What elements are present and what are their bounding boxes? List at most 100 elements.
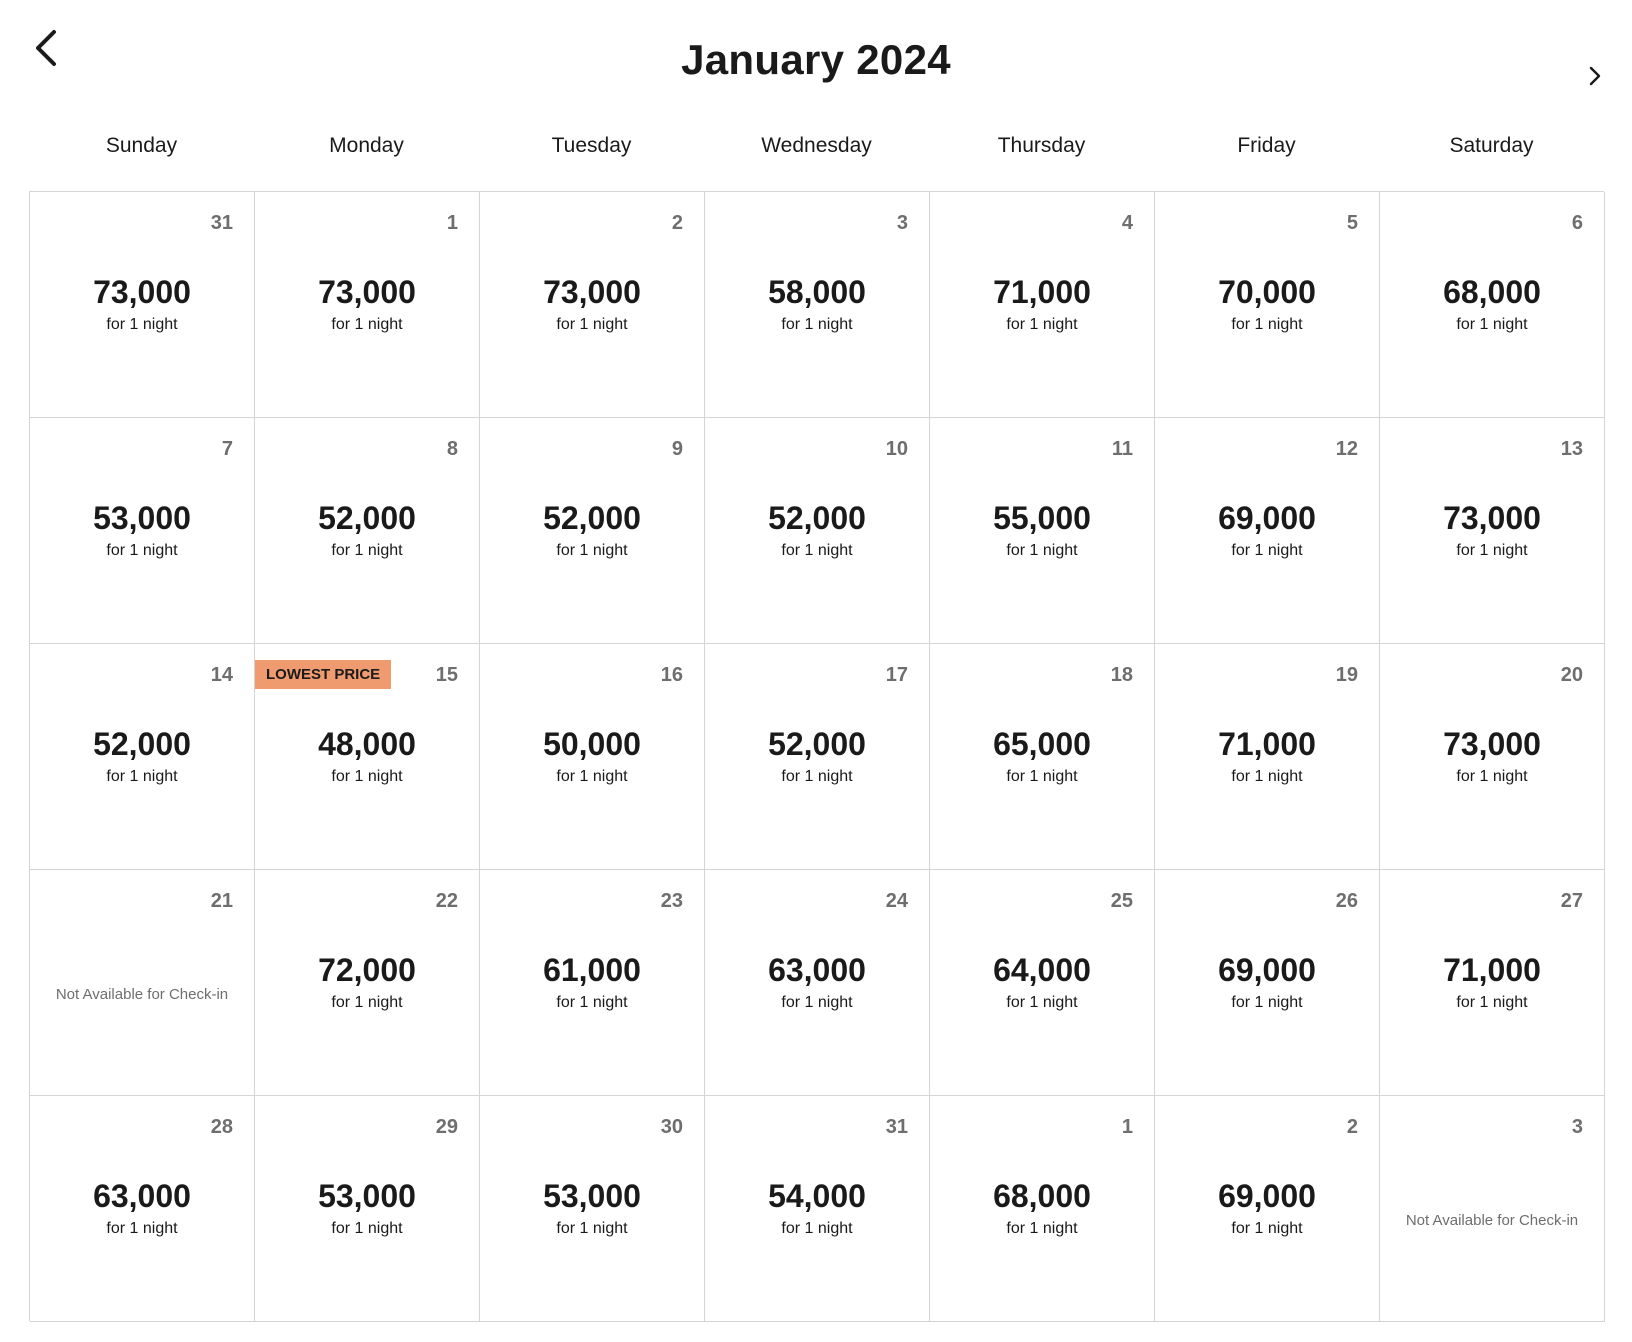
day-price: 69,000 (1218, 500, 1316, 536)
day-number: 15 (435, 664, 458, 686)
calendar-day-cell[interactable]: 16 50,000 for 1 night (480, 644, 705, 870)
night-count-label: for 1 night (1456, 316, 1528, 333)
day-price: 53,000 (543, 1178, 641, 1214)
calendar-day-cell[interactable]: 3 Not Available for Check-in (1380, 1096, 1605, 1322)
weekday-header: Sunday Monday Tuesday Wednesday Thursday… (29, 134, 1604, 158)
prev-month-button[interactable] (30, 28, 70, 72)
day-price: 64,000 (993, 952, 1091, 988)
night-count-label: for 1 night (781, 768, 853, 785)
calendar-day-cell[interactable]: 21 Not Available for Check-in (30, 870, 255, 1096)
day-number: 16 (660, 664, 683, 686)
day-number: 23 (660, 890, 683, 912)
calendar-day-cell[interactable]: 1 68,000 for 1 night (930, 1096, 1155, 1322)
night-count-label: for 1 night (106, 768, 178, 785)
day-price: 73,000 (543, 274, 641, 310)
weekday-label: Wednesday (761, 134, 872, 157)
calendar-day-cell[interactable]: 2 73,000 for 1 night (480, 192, 705, 418)
calendar-day-cell[interactable]: 3 58,000 for 1 night (705, 192, 930, 418)
calendar-day-cell[interactable]: 17 52,000 for 1 night (705, 644, 930, 870)
day-number: 19 (1335, 664, 1358, 686)
calendar-day-cell[interactable]: 25 64,000 for 1 night (930, 870, 1155, 1096)
day-number: 20 (1560, 664, 1583, 686)
weekday-label: Friday (1237, 134, 1296, 157)
night-count-label: for 1 night (1006, 316, 1078, 333)
day-price: 68,000 (993, 1178, 1091, 1214)
calendar-day-cell[interactable]: 18 65,000 for 1 night (930, 644, 1155, 870)
day-number: 14 (210, 664, 233, 686)
calendar-day-cell[interactable]: 6 68,000 for 1 night (1380, 192, 1605, 418)
day-number: 7 (221, 438, 233, 460)
calendar-day-cell[interactable]: 1 73,000 for 1 night (255, 192, 480, 418)
calendar-day-cell[interactable]: 31 73,000 for 1 night (30, 192, 255, 418)
calendar-day-cell[interactable]: 7 53,000 for 1 night (30, 418, 255, 644)
day-number: 27 (1560, 890, 1583, 912)
calendar-day-cell[interactable]: 23 61,000 for 1 night (480, 870, 705, 1096)
calendar-grid: 31 73,000 for 1 night 1 73,000 for 1 night 2 73… (29, 191, 1605, 1322)
day-price: 65,000 (993, 726, 1091, 762)
night-count-label: for 1 night (1231, 316, 1303, 333)
calendar-day-cell[interactable]: 31 54,000 for 1 night (705, 1096, 930, 1322)
calendar-day-cell[interactable]: 2 69,000 for 1 night (1155, 1096, 1380, 1322)
weekday-label: Sunday (105, 134, 178, 157)
calendar-day-cell[interactable]: 19 71,000 for 1 night (1155, 644, 1380, 870)
unavailable-label: Not Available for Check-in (55, 986, 229, 1003)
day-price: 70,000 (1218, 274, 1316, 310)
calendar-day-cell[interactable]: 8 52,000 for 1 night (255, 418, 480, 644)
calendar-day-cell[interactable]: 30 53,000 for 1 night (480, 1096, 705, 1322)
next-month-button[interactable] (1582, 64, 1606, 88)
night-count-label: for 1 night (781, 994, 853, 1011)
day-price: 68,000 (1443, 274, 1541, 310)
day-price: 72,000 (318, 952, 416, 988)
day-number: 1 (1121, 1116, 1133, 1138)
night-count-label: for 1 night (331, 1220, 403, 1237)
calendar-day-cell[interactable]: 5 70,000 for 1 night (1155, 192, 1380, 418)
calendar-day-cell[interactable]: 26 69,000 for 1 night (1155, 870, 1380, 1096)
night-count-label: for 1 night (1231, 542, 1303, 559)
day-number: 26 (1335, 890, 1358, 912)
day-number: 28 (210, 1116, 233, 1138)
calendar-day-cell[interactable]: 11 55,000 for 1 night (930, 418, 1155, 644)
calendar-day-cell[interactable]: 14 52,000 for 1 night (30, 644, 255, 870)
night-count-label: for 1 night (1231, 994, 1303, 1011)
calendar-day-cell[interactable]: 28 63,000 for 1 night (30, 1096, 255, 1322)
night-count-label: for 1 night (331, 542, 403, 559)
night-count-label: for 1 night (781, 542, 853, 559)
calendar-day-cell[interactable]: 4 71,000 for 1 night (930, 192, 1155, 418)
calendar-day-cell[interactable]: LOWEST PRICE 15 48,000 for 1 night (255, 644, 480, 870)
calendar-day-cell[interactable]: 20 73,000 for 1 night (1380, 644, 1605, 870)
night-count-label: for 1 night (556, 768, 628, 785)
day-number: 24 (885, 890, 908, 912)
calendar-day-cell[interactable]: 29 53,000 for 1 night (255, 1096, 480, 1322)
day-number: 21 (210, 890, 233, 912)
weekday-label: Saturday (1449, 134, 1534, 157)
night-count-label: for 1 night (106, 316, 178, 333)
day-number: 1 (446, 212, 458, 234)
night-count-label: for 1 night (1006, 768, 1078, 785)
night-count-label: for 1 night (556, 542, 628, 559)
day-price: 61,000 (543, 952, 641, 988)
chevron-left-icon (36, 30, 56, 66)
day-price: 69,000 (1218, 1178, 1316, 1214)
calendar-day-cell[interactable]: 27 71,000 for 1 night (1380, 870, 1605, 1096)
calendar-day-cell[interactable]: 9 52,000 for 1 night (480, 418, 705, 644)
calendar-day-cell[interactable]: 10 52,000 for 1 night (705, 418, 930, 644)
calendar-day-cell[interactable]: 24 63,000 for 1 night (705, 870, 930, 1096)
day-number: 22 (435, 890, 458, 912)
calendar-day-cell[interactable]: 12 69,000 for 1 night (1155, 418, 1380, 644)
day-price: 52,000 (543, 500, 641, 536)
day-number: 18 (1110, 664, 1133, 686)
day-price: 63,000 (93, 1178, 191, 1214)
day-price: 52,000 (93, 726, 191, 762)
day-price: 53,000 (318, 1178, 416, 1214)
night-count-label: for 1 night (1006, 994, 1078, 1011)
night-count-label: for 1 night (1006, 1220, 1078, 1237)
night-count-label: for 1 night (781, 316, 853, 333)
night-count-label: for 1 night (106, 1220, 178, 1237)
day-price: 73,000 (93, 274, 191, 310)
calendar-day-cell[interactable]: 22 72,000 for 1 night (255, 870, 480, 1096)
calendar-day-cell[interactable]: 13 73,000 for 1 night (1380, 418, 1605, 644)
weekday-label: Thursday (997, 134, 1086, 157)
night-count-label: for 1 night (556, 1220, 628, 1237)
night-count-label: for 1 night (1231, 1220, 1303, 1237)
day-number: 11 (1111, 438, 1133, 460)
